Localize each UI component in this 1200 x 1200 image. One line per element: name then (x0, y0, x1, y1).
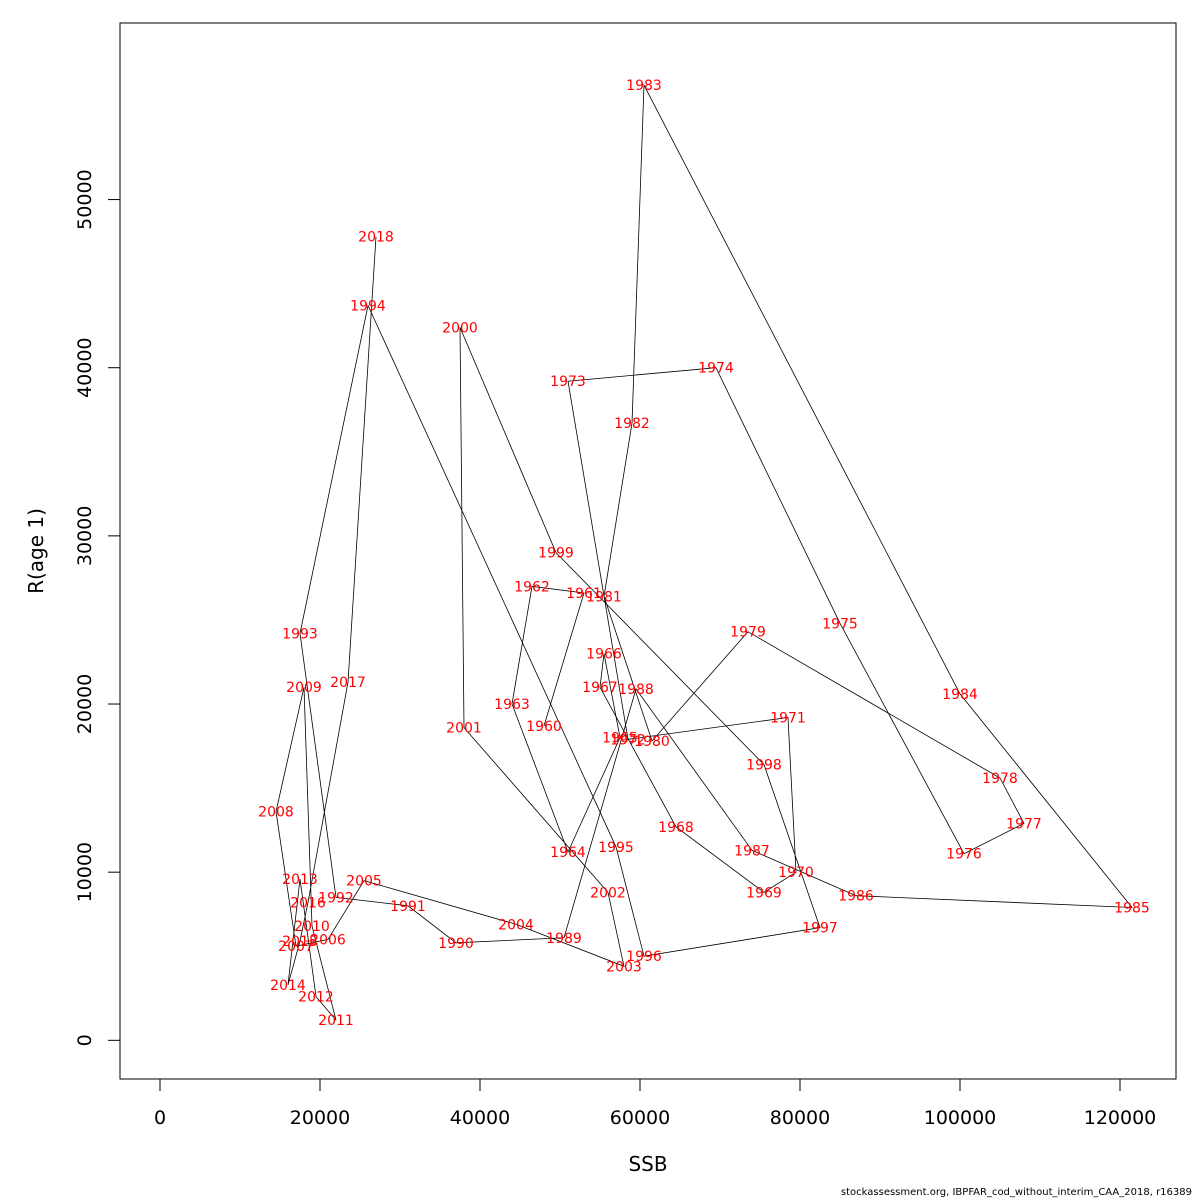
point-label-2011: 2011 (318, 1013, 354, 1029)
point-label-1991: 1991 (390, 899, 426, 915)
x-tick-label: 100000 (924, 1107, 997, 1129)
y-tick-label: 30000 (74, 506, 96, 566)
point-label-1984: 1984 (942, 687, 978, 703)
point-label-2001: 2001 (446, 721, 482, 737)
point-label-2014: 2014 (270, 978, 306, 994)
y-tick-label: 40000 (74, 337, 96, 397)
point-label-2009: 2009 (286, 680, 322, 696)
point-label-1961: 1961 (566, 586, 602, 602)
point-label-1983: 1983 (626, 78, 662, 94)
point-label-1962: 1962 (514, 579, 550, 595)
y-tick-label: 0 (74, 1034, 96, 1046)
point-label-1998: 1998 (746, 758, 782, 774)
point-label-2013: 2013 (282, 872, 318, 888)
point-labels: 1960 1961 1962 1963 1964 1965 1966 1967 1968 1969… (258, 78, 1150, 1029)
point-label-1990: 1990 (438, 936, 474, 952)
point-label-2015: 2015 (282, 934, 318, 950)
point-label-1988: 1988 (618, 682, 654, 698)
point-label-1968: 1968 (658, 820, 694, 836)
point-label-1976: 1976 (946, 847, 982, 863)
point-label-1960: 1960 (526, 719, 562, 735)
point-label-1973: 1973 (550, 374, 586, 390)
series-line (275, 83, 1133, 1021)
point-label-1980: 1980 (634, 734, 670, 750)
point-label-1982: 1982 (614, 416, 650, 432)
point-label-2016: 2016 (290, 895, 326, 911)
series-path-layer (275, 83, 1133, 1021)
point-label-1977: 1977 (1006, 816, 1042, 832)
point-label-2003: 2003 (606, 959, 642, 975)
point-label-1969: 1969 (746, 885, 782, 901)
point-label-1974: 1974 (698, 361, 734, 377)
point-label-1963: 1963 (494, 697, 530, 713)
point-label-2012: 2012 (298, 990, 334, 1006)
point-label-2008: 2008 (258, 805, 294, 821)
point-label-1972: 1972 (610, 732, 646, 748)
x-tick-label: 60000 (610, 1107, 670, 1129)
x-tick-label: 80000 (770, 1107, 830, 1129)
point-label-2004: 2004 (498, 917, 534, 933)
x-tick-label: 20000 (290, 1107, 350, 1129)
point-label-2010: 2010 (294, 919, 330, 935)
point-label-2005: 2005 (346, 874, 382, 890)
point-label-1992: 1992 (318, 890, 354, 906)
y-tick-label: 20000 (74, 674, 96, 734)
point-label-1993: 1993 (282, 626, 318, 642)
point-label-1986: 1986 (838, 889, 874, 905)
x-tick-label: 120000 (1084, 1107, 1157, 1129)
point-label-1996: 1996 (626, 949, 662, 965)
y-tick-label: 50000 (74, 169, 96, 229)
point-label-1985: 1985 (1114, 901, 1150, 917)
x-axis-label: SSB (628, 1152, 667, 1176)
point-label-1966: 1966 (586, 647, 622, 663)
x-tick-label: 0 (154, 1107, 166, 1129)
point-label-2017: 2017 (330, 675, 366, 691)
point-label-1965: 1965 (602, 731, 638, 747)
point-label-2006: 2006 (310, 932, 346, 948)
point-label-1989: 1989 (546, 931, 582, 947)
point-label-1970: 1970 (778, 865, 814, 881)
y-tick-label: 10000 (74, 842, 96, 902)
footer-caption: stockassessment.org, IBPFAR_cod_without_… (840, 1187, 1192, 1198)
point-label-1997: 1997 (802, 921, 838, 937)
point-label-2007: 2007 (278, 939, 314, 955)
point-label-1994: 1994 (350, 299, 386, 315)
plot-frame (119, 22, 1177, 1080)
x-axis: 0 20000 40000 60000 80000 100000 120000 (154, 1078, 1157, 1129)
point-label-1964: 1964 (550, 845, 586, 861)
y-axis: 0 10000 20000 30000 40000 50000 (74, 169, 121, 1046)
x-tick-label: 40000 (450, 1107, 510, 1129)
point-label-1999: 1999 (538, 546, 574, 562)
point-label-1971: 1971 (770, 711, 806, 727)
point-label-1995: 1995 (598, 840, 634, 856)
point-label-2002: 2002 (590, 885, 626, 901)
point-label-2000: 2000 (442, 320, 478, 336)
point-label-1978: 1978 (982, 771, 1018, 787)
point-label-1979: 1979 (730, 625, 766, 641)
point-label-1967: 1967 (582, 680, 618, 696)
y-axis-label: R(age 1) (24, 508, 48, 594)
point-label-1981: 1981 (586, 589, 622, 605)
point-label-1975: 1975 (822, 616, 858, 632)
point-label-2018: 2018 (358, 230, 394, 246)
point-label-1987: 1987 (734, 843, 770, 859)
